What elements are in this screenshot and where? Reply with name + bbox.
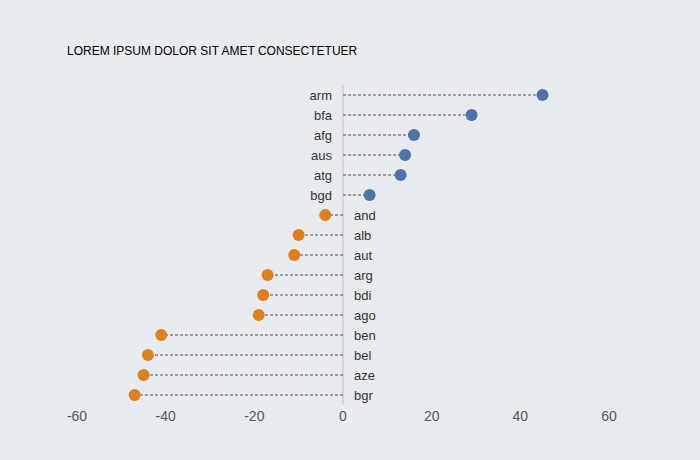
stem	[161, 335, 343, 336]
category-label: and	[354, 208, 376, 223]
dot	[138, 369, 150, 381]
dot	[155, 329, 167, 341]
stem	[343, 175, 401, 176]
category-label: alb	[354, 228, 371, 243]
dot	[537, 89, 549, 101]
stem	[343, 95, 543, 96]
category-label: aus	[311, 148, 332, 163]
x-tick-label: -40	[156, 408, 176, 424]
stem	[343, 115, 472, 116]
category-label: ben	[354, 328, 376, 343]
stem	[268, 275, 343, 276]
x-tick-label: 60	[601, 408, 617, 424]
category-label: bdi	[354, 288, 371, 303]
dot	[293, 229, 305, 241]
title: LOREM IPSUM DOLOR SIT AMET CONSECTETUER	[67, 44, 358, 58]
chart: LOREM IPSUM DOLOR SIT AMET CONSECTETUER -…	[0, 0, 700, 460]
stem	[294, 255, 343, 256]
axis-line	[343, 85, 344, 405]
marks	[129, 89, 549, 401]
stem	[259, 315, 343, 316]
background	[0, 0, 700, 460]
x-tick-label: 20	[424, 408, 440, 424]
x-tick-label: -20	[244, 408, 264, 424]
dot	[364, 189, 376, 201]
stem	[263, 295, 343, 296]
category-label: ago	[354, 308, 376, 323]
x-tick-label: -60	[67, 408, 87, 424]
dot	[253, 309, 265, 321]
category-label: bel	[354, 348, 371, 363]
stem	[148, 355, 343, 356]
category-label: arm	[310, 88, 332, 103]
dot	[466, 109, 478, 121]
x-tick-label: 0	[339, 408, 347, 424]
dot	[288, 249, 300, 261]
category-label: arg	[354, 268, 373, 283]
stem	[299, 235, 343, 236]
dot	[399, 149, 411, 161]
category-label: atg	[314, 168, 332, 183]
stem	[144, 375, 344, 376]
dot	[142, 349, 154, 361]
dot	[319, 209, 331, 221]
category-label: aut	[354, 248, 372, 263]
dot	[395, 169, 407, 181]
x-tick-label: 40	[513, 408, 529, 424]
dot	[408, 129, 420, 141]
stem	[135, 395, 343, 396]
category-label: bfa	[314, 108, 333, 123]
category-label: bgr	[354, 388, 373, 403]
stem	[343, 155, 405, 156]
stem	[343, 135, 414, 136]
category-label: bgd	[310, 188, 332, 203]
dot	[257, 289, 269, 301]
category-label: afg	[314, 128, 332, 143]
dot	[262, 269, 274, 281]
category-label: aze	[354, 368, 375, 383]
dot	[129, 389, 141, 401]
